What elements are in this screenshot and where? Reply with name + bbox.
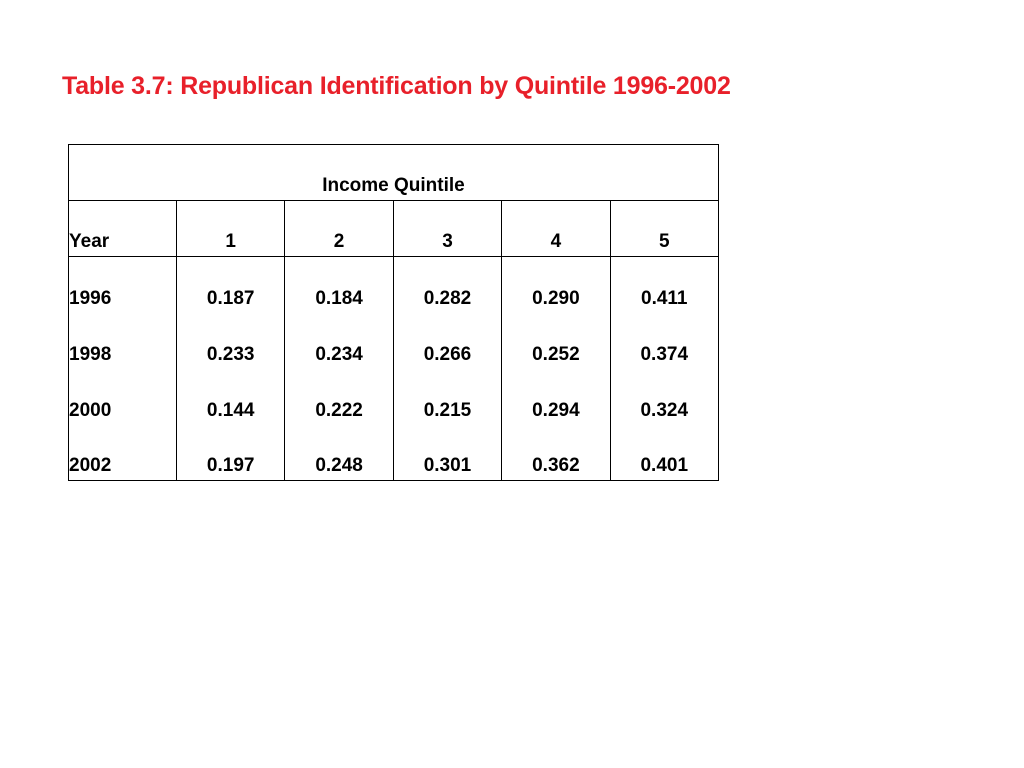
quintile-4-header: 4 bbox=[501, 200, 611, 257]
value-cell: 0.144 bbox=[175, 368, 286, 425]
value-cell: 0.187 bbox=[175, 256, 286, 313]
value-cell: 0.197 bbox=[175, 424, 286, 481]
year-column-header: Year bbox=[68, 200, 177, 257]
value-cell: 0.401 bbox=[609, 424, 719, 481]
quintile-1-header: 1 bbox=[175, 200, 286, 257]
value-cell: 0.411 bbox=[609, 256, 719, 313]
quintile-3-header: 3 bbox=[392, 200, 503, 257]
table-row: 2000 0.144 0.222 0.215 0.294 0.324 bbox=[68, 368, 719, 425]
year-cell: 2002 bbox=[68, 424, 177, 481]
value-cell: 0.184 bbox=[284, 256, 394, 313]
column-header-row: Year 1 2 3 4 5 bbox=[68, 200, 719, 257]
group-header-row: Income Quintile bbox=[68, 144, 719, 201]
value-cell: 0.233 bbox=[175, 312, 286, 369]
value-cell: 0.374 bbox=[609, 312, 719, 369]
table-title: Table 3.7: Republican Identification by … bbox=[62, 72, 731, 100]
value-cell: 0.252 bbox=[501, 312, 611, 369]
income-quintile-header: Income Quintile bbox=[68, 144, 719, 201]
year-cell: 1996 bbox=[68, 256, 177, 313]
value-cell: 0.248 bbox=[284, 424, 394, 481]
year-cell: 2000 bbox=[68, 368, 177, 425]
table-row: 1998 0.233 0.234 0.266 0.252 0.374 bbox=[68, 312, 719, 369]
republican-identification-table: Income Quintile Year 1 2 3 4 5 1996 0.18… bbox=[68, 144, 719, 481]
quintile-5-header: 5 bbox=[609, 200, 719, 257]
value-cell: 0.362 bbox=[501, 424, 611, 481]
value-cell: 0.222 bbox=[284, 368, 394, 425]
value-cell: 0.324 bbox=[609, 368, 719, 425]
value-cell: 0.290 bbox=[501, 256, 611, 313]
value-cell: 0.266 bbox=[392, 312, 503, 369]
value-cell: 0.282 bbox=[392, 256, 503, 313]
value-cell: 0.294 bbox=[501, 368, 611, 425]
value-cell: 0.301 bbox=[392, 424, 503, 481]
quintile-2-header: 2 bbox=[284, 200, 394, 257]
table-row: 2002 0.197 0.248 0.301 0.362 0.401 bbox=[68, 424, 719, 481]
value-cell: 0.234 bbox=[284, 312, 394, 369]
year-cell: 1998 bbox=[68, 312, 177, 369]
value-cell: 0.215 bbox=[392, 368, 503, 425]
table-row: 1996 0.187 0.184 0.282 0.290 0.411 bbox=[68, 256, 719, 313]
